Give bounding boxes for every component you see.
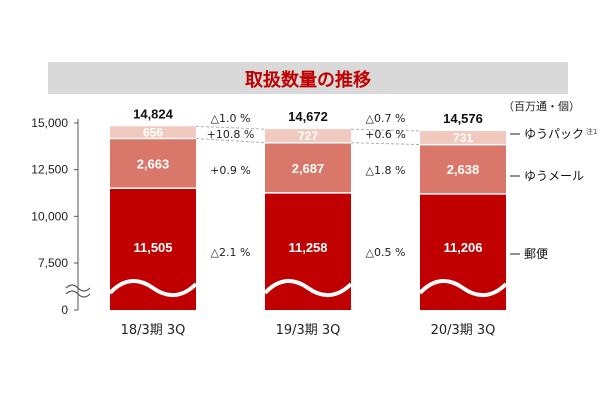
total-label: 14,672 xyxy=(288,109,328,124)
yupack-change-label: +10.8 % xyxy=(207,128,255,141)
chart-title: 取扱数量の推移 xyxy=(245,70,371,91)
legend-yupack: ゆうパック xyxy=(524,127,584,141)
yumail-bar xyxy=(110,138,196,189)
yubin-bar xyxy=(420,193,506,310)
bar-break-wave xyxy=(263,279,353,297)
yumail-bar xyxy=(420,144,506,194)
y-tick-label: 7,500 xyxy=(38,256,68,270)
yupack-bar xyxy=(420,130,506,145)
total-label: 14,576 xyxy=(443,111,483,126)
yumail-value-label: 2,687 xyxy=(292,161,325,176)
yupack-value-label: 727 xyxy=(298,129,318,143)
title-band: 取扱数量の推移 xyxy=(48,62,568,94)
total-change-label: △1.0 % xyxy=(211,112,251,125)
total-label: 14,824 xyxy=(133,106,174,121)
x-category-label: 20/3期 3Q xyxy=(431,323,496,338)
bar-break-wave xyxy=(108,279,198,297)
yubin-value-label: 11,258 xyxy=(288,240,327,255)
connector-line xyxy=(350,128,421,132)
legend-yumail: ゆうメール xyxy=(524,169,584,183)
bar-break-wave xyxy=(418,279,508,297)
x-category-label: 19/3期 3Q xyxy=(276,323,341,338)
legend-yubin: 郵便 xyxy=(524,247,548,261)
yumail-change-label: △1.8 % xyxy=(366,164,406,177)
yumail-bar xyxy=(265,142,351,193)
y-tick-label: 12,500 xyxy=(31,163,68,177)
yupack-bar xyxy=(265,129,351,143)
x-category-label: 18/3期 3Q xyxy=(121,323,186,338)
connector-line xyxy=(195,125,266,130)
unit-label: （百万通・個） xyxy=(503,100,580,113)
axis-break-mark xyxy=(65,284,91,292)
total-change-label: △0.7 % xyxy=(366,112,406,125)
yupack-value-label: 656 xyxy=(143,125,163,139)
yupack-change-label: +0.6 % xyxy=(365,128,406,141)
yumail-change-label: +0.9 % xyxy=(210,164,251,177)
yupack-bar xyxy=(110,126,196,139)
connector-line xyxy=(195,138,266,144)
y-tick-label: 0 xyxy=(61,303,68,317)
yubin-value-label: 11,505 xyxy=(133,240,172,255)
yubin-change-label: △2.1 % xyxy=(211,246,251,259)
yupack-value-label: 731 xyxy=(453,131,473,145)
legend-yupack-note: 注1 xyxy=(586,127,597,136)
yumail-value-label: 2,638 xyxy=(447,162,480,177)
yumail-value-label: 2,663 xyxy=(137,156,170,171)
yubin-value-label: 11,206 xyxy=(443,240,482,255)
axis-break-mark xyxy=(65,290,91,298)
connector-line xyxy=(350,142,421,146)
y-tick-label: 10,000 xyxy=(31,209,68,223)
y-tick-label: 15,000 xyxy=(31,116,68,130)
yubin-bar xyxy=(265,192,351,310)
yubin-change-label: △0.5 % xyxy=(366,246,406,259)
